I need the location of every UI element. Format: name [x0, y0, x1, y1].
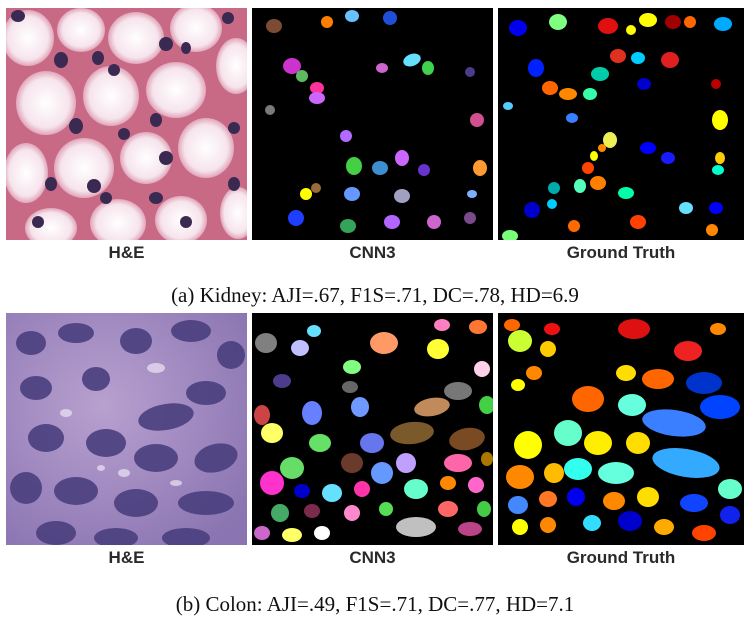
kidney-ground-truth-label: Ground Truth — [566, 243, 676, 262]
kidney-cnn3-label: CNN3 — [349, 243, 396, 262]
colon-ground-truth-label: Ground Truth — [566, 548, 676, 567]
colon-ground-truth — [498, 313, 744, 545]
kidney-he-label: H&E — [108, 243, 145, 262]
colon-caption: (b) Colon: AJI=.49, F1S=.71, DC=.77, HD=… — [175, 592, 575, 616]
colon-cnn3-segmentation — [252, 313, 493, 545]
kidney-cnn3-segmentation — [252, 8, 493, 240]
kidney-ground-truth — [498, 8, 744, 240]
colon-cnn3-label: CNN3 — [349, 548, 396, 567]
colon-he-image — [6, 313, 247, 545]
colon-he-label: H&E — [108, 548, 145, 567]
kidney-he-image — [6, 8, 247, 240]
kidney-caption: (a) Kidney: AJI=.67, F1S=.71, DC=.78, HD… — [171, 283, 579, 307]
